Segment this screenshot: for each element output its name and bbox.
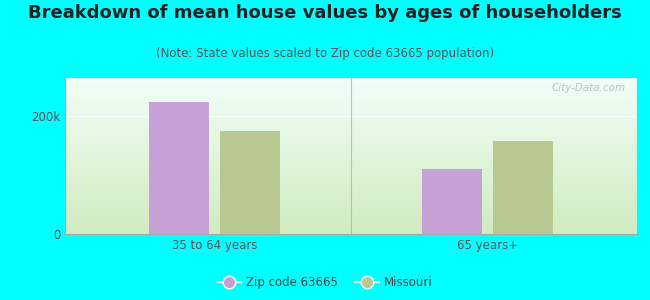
Legend: Zip code 63665, Missouri: Zip code 63665, Missouri [213, 272, 437, 294]
Bar [493, 141, 552, 234]
Bar [422, 169, 482, 234]
Bar [150, 101, 209, 234]
Text: Breakdown of mean house values by ages of householders: Breakdown of mean house values by ages o… [28, 4, 622, 22]
Text: (Note: State values scaled to Zip code 63665 population): (Note: State values scaled to Zip code 6… [156, 46, 494, 59]
Text: City-Data.com: City-Data.com [551, 83, 625, 93]
Bar [220, 131, 280, 234]
